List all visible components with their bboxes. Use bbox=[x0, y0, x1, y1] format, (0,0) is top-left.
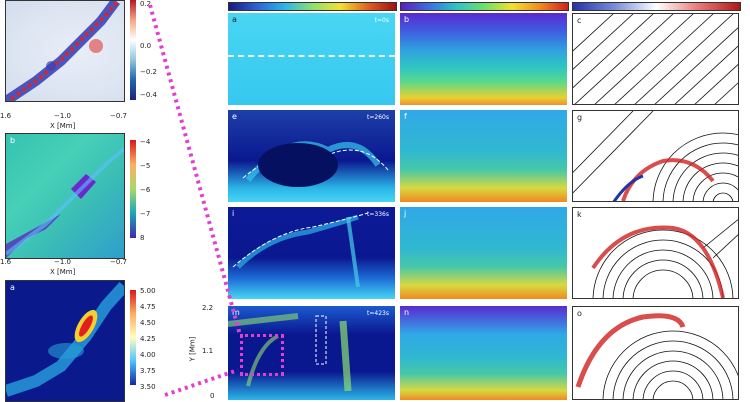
left-b-x-tick: −1.0 bbox=[54, 258, 71, 266]
left-b-cbar-tick: −4 bbox=[140, 138, 151, 146]
left-bottom-cbar-tick: 3.75 bbox=[140, 367, 156, 375]
left-top-x-tick: −1.0 bbox=[54, 112, 71, 120]
left-top-cbar-tick: 0.2 bbox=[140, 0, 152, 8]
time-label: t=260s bbox=[367, 114, 389, 121]
left-top-cbar-tick: −0.2 bbox=[140, 68, 157, 76]
left-top-x-tick: −0.7 bbox=[110, 112, 127, 120]
left-bottom-panel: a bbox=[5, 280, 125, 402]
panel-label: c bbox=[577, 16, 582, 25]
panel-label: f bbox=[404, 112, 407, 121]
panel-m-art bbox=[228, 313, 352, 392]
left-bottom-cbar-tick: 4.00 bbox=[140, 351, 156, 359]
left-b-x-tick: 1.6 bbox=[0, 258, 12, 266]
panel-label: i bbox=[232, 209, 235, 218]
y-tick: 0 bbox=[210, 392, 215, 400]
field-lines-o bbox=[575, 313, 738, 399]
left-bottom-cbar-tick: 5.00 bbox=[140, 287, 156, 295]
panel-g: g bbox=[572, 110, 739, 202]
left-top-panel bbox=[5, 0, 125, 102]
left-b-cbar-tick: −7 bbox=[140, 210, 151, 218]
left-b-map bbox=[6, 147, 124, 258]
left-panel-b: b bbox=[5, 133, 125, 259]
panel-o: o bbox=[572, 306, 739, 400]
panel-e-art bbox=[242, 141, 389, 187]
time-label: t=0s bbox=[374, 17, 389, 24]
panel-c: c bbox=[572, 13, 739, 105]
zoom-box bbox=[240, 334, 284, 376]
left-bottom-colorbar bbox=[130, 290, 136, 385]
time-label: t=423s bbox=[367, 310, 389, 317]
panel-m: m t=423s bbox=[228, 306, 395, 400]
panel-i-art bbox=[232, 212, 369, 288]
left-top-x-tick: 1.6 bbox=[0, 112, 12, 120]
panel-n: n bbox=[400, 306, 567, 400]
left-top-colorbar bbox=[130, 0, 136, 100]
left-top-cbar-tick: −0.4 bbox=[140, 91, 157, 99]
left-b-cbar-tick: −5 bbox=[140, 162, 151, 170]
left-bottom-map bbox=[6, 281, 124, 397]
left-top-map bbox=[6, 1, 120, 101]
left-top-xlabel: X [Mm] bbox=[50, 122, 76, 130]
left-b-colorbar bbox=[130, 140, 136, 238]
panel-f: f bbox=[400, 110, 567, 202]
panel-label: e bbox=[232, 112, 237, 121]
panel-label: o bbox=[577, 309, 582, 318]
panel-b: b bbox=[400, 13, 567, 105]
y-tick: 1.1 bbox=[202, 347, 214, 355]
panel-label-b: b bbox=[10, 136, 16, 145]
panel-j: j bbox=[400, 207, 567, 299]
panel-k: k bbox=[572, 207, 739, 299]
left-b-x-tick: −0.7 bbox=[110, 258, 127, 266]
col2-colorbar bbox=[400, 2, 569, 11]
panel-label: m bbox=[232, 308, 240, 317]
panel-label: a bbox=[232, 15, 237, 24]
field-lines-k bbox=[591, 219, 738, 298]
field-lines-c bbox=[573, 14, 738, 104]
panel-label: g bbox=[577, 113, 583, 122]
left-bottom-cbar-tick: 4.50 bbox=[140, 319, 156, 327]
panel-label-left-a: a bbox=[10, 283, 15, 292]
panel-label: b bbox=[404, 15, 410, 24]
left-bottom-cbar-tick: 3.50 bbox=[140, 383, 156, 391]
panel-i: i t=336s bbox=[228, 207, 395, 299]
panel-e: e t=260s bbox=[228, 110, 395, 202]
panel-label: n bbox=[404, 308, 410, 317]
left-bottom-cbar-tick: 4.25 bbox=[140, 335, 156, 343]
panel-label: k bbox=[577, 210, 582, 219]
time-label: t=336s bbox=[367, 211, 389, 218]
left-bottom-cbar-tick: 4.75 bbox=[140, 303, 156, 311]
left-b-cbar-tick: −6 bbox=[140, 186, 151, 194]
panel-a: a t=0s bbox=[228, 13, 395, 105]
col1-colorbar bbox=[228, 2, 397, 11]
transition-line bbox=[228, 55, 395, 57]
panel-label: j bbox=[404, 209, 407, 218]
field-lines-g bbox=[573, 111, 738, 201]
left-b-cbar-tick: 8 bbox=[140, 234, 145, 242]
y-tick: 2.2 bbox=[202, 304, 214, 312]
left-b-xlabel: X [Mm] bbox=[50, 268, 76, 276]
col3-colorbar bbox=[572, 2, 741, 11]
left-top-cbar-tick: 0.0 bbox=[140, 42, 152, 50]
